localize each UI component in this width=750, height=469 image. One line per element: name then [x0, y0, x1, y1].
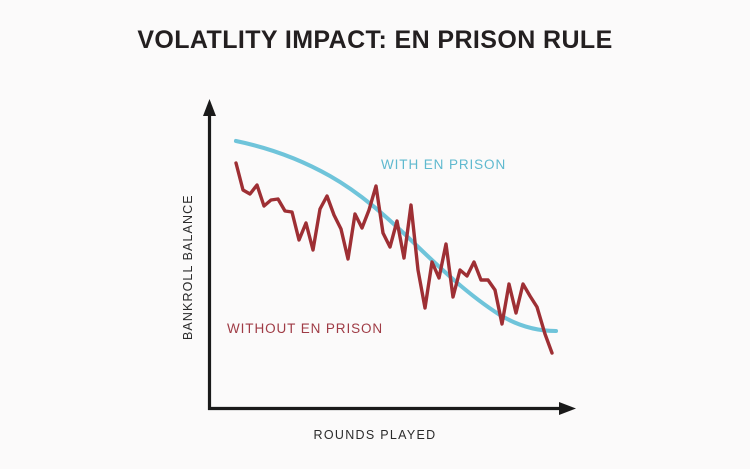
x-axis — [208, 402, 576, 415]
chart-title: VOLATLITY IMPACT: EN PRISON RULE — [137, 26, 613, 54]
series-label-with-en-prison: WITH EN PRISON — [381, 157, 507, 172]
series-line-with-en-prison — [233, 138, 559, 334]
series-label-without-en-prison: WITHOUT EN PRISON — [227, 321, 384, 336]
y-axis-label: BANKROLL BALANCE — [181, 194, 195, 340]
x-axis-label: ROUNDS PLAYED — [313, 428, 437, 442]
y-axis — [203, 99, 216, 410]
series-line-without-en-prison — [234, 161, 554, 355]
